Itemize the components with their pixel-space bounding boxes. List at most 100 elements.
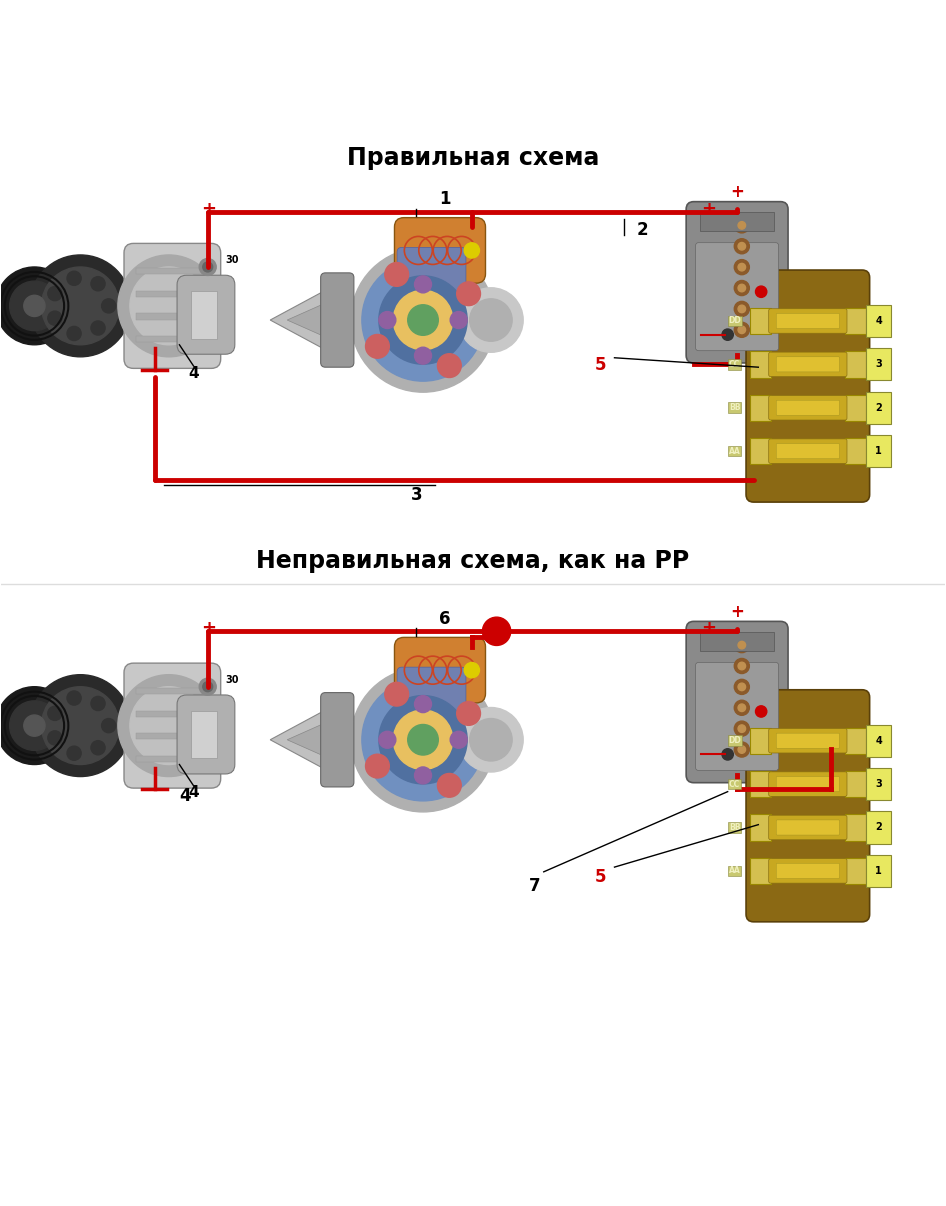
Circle shape <box>200 678 217 695</box>
FancyBboxPatch shape <box>769 439 847 463</box>
Text: +: + <box>201 620 217 638</box>
Polygon shape <box>271 710 325 769</box>
Circle shape <box>464 662 480 678</box>
FancyBboxPatch shape <box>700 212 774 230</box>
Text: 7: 7 <box>529 877 540 895</box>
Circle shape <box>202 681 213 692</box>
Circle shape <box>48 731 62 745</box>
FancyBboxPatch shape <box>866 305 891 336</box>
Circle shape <box>91 740 105 755</box>
Circle shape <box>734 742 749 757</box>
Circle shape <box>394 291 453 350</box>
Circle shape <box>9 281 60 330</box>
FancyBboxPatch shape <box>124 244 220 368</box>
Circle shape <box>738 263 745 271</box>
Circle shape <box>408 725 438 755</box>
Circle shape <box>738 242 745 250</box>
FancyBboxPatch shape <box>136 314 201 320</box>
FancyBboxPatch shape <box>397 247 466 299</box>
Circle shape <box>378 696 467 784</box>
Circle shape <box>67 271 81 286</box>
Circle shape <box>101 299 115 314</box>
Text: 1: 1 <box>439 191 450 209</box>
Polygon shape <box>288 722 325 756</box>
FancyBboxPatch shape <box>397 667 466 719</box>
Circle shape <box>130 267 208 345</box>
FancyBboxPatch shape <box>177 275 235 355</box>
FancyBboxPatch shape <box>866 349 891 380</box>
FancyBboxPatch shape <box>777 777 839 791</box>
Circle shape <box>722 749 733 760</box>
FancyBboxPatch shape <box>777 314 839 328</box>
FancyBboxPatch shape <box>136 756 201 762</box>
FancyBboxPatch shape <box>177 695 235 774</box>
Circle shape <box>351 248 495 392</box>
Circle shape <box>378 311 395 328</box>
Polygon shape <box>288 303 325 336</box>
FancyBboxPatch shape <box>777 820 839 835</box>
Text: 1: 1 <box>875 446 882 456</box>
FancyBboxPatch shape <box>686 621 788 783</box>
Text: 4: 4 <box>180 788 191 806</box>
FancyBboxPatch shape <box>769 815 847 839</box>
Text: +: + <box>730 183 745 201</box>
Circle shape <box>457 702 481 725</box>
Circle shape <box>118 674 219 777</box>
Circle shape <box>738 704 745 712</box>
FancyBboxPatch shape <box>136 733 201 739</box>
FancyBboxPatch shape <box>777 863 839 878</box>
Text: 4: 4 <box>875 316 882 326</box>
Circle shape <box>378 276 467 364</box>
Circle shape <box>394 710 453 769</box>
Circle shape <box>470 299 512 341</box>
Text: +: + <box>201 200 217 218</box>
Circle shape <box>734 281 749 295</box>
Circle shape <box>738 222 745 229</box>
Circle shape <box>408 305 438 335</box>
FancyBboxPatch shape <box>750 857 771 884</box>
Circle shape <box>42 686 119 765</box>
Circle shape <box>482 617 511 645</box>
Circle shape <box>450 731 467 748</box>
FancyBboxPatch shape <box>750 727 771 754</box>
Circle shape <box>738 725 745 732</box>
Circle shape <box>0 686 73 765</box>
FancyBboxPatch shape <box>769 309 847 333</box>
Circle shape <box>734 239 749 253</box>
FancyBboxPatch shape <box>136 336 201 343</box>
FancyBboxPatch shape <box>777 444 839 458</box>
Text: 2: 2 <box>637 222 649 240</box>
Circle shape <box>734 658 749 673</box>
FancyBboxPatch shape <box>746 270 869 502</box>
FancyBboxPatch shape <box>845 351 866 377</box>
Text: 5: 5 <box>595 867 606 885</box>
Circle shape <box>24 295 45 316</box>
Circle shape <box>202 262 213 271</box>
Circle shape <box>414 276 431 293</box>
FancyBboxPatch shape <box>845 308 866 334</box>
Circle shape <box>365 754 390 778</box>
Polygon shape <box>271 291 325 350</box>
FancyBboxPatch shape <box>845 814 866 841</box>
Circle shape <box>29 254 131 357</box>
Circle shape <box>48 707 62 720</box>
FancyBboxPatch shape <box>746 690 869 921</box>
FancyBboxPatch shape <box>394 638 485 703</box>
Text: 6: 6 <box>439 610 450 628</box>
Circle shape <box>734 302 749 316</box>
Text: BB: BB <box>729 822 741 832</box>
FancyBboxPatch shape <box>769 859 847 883</box>
Circle shape <box>734 638 749 652</box>
Text: AA: AA <box>728 866 741 876</box>
FancyBboxPatch shape <box>777 357 839 371</box>
Circle shape <box>118 254 219 357</box>
Circle shape <box>378 731 395 748</box>
FancyBboxPatch shape <box>750 308 771 334</box>
Circle shape <box>734 721 749 736</box>
FancyBboxPatch shape <box>845 438 866 464</box>
Circle shape <box>414 347 431 364</box>
FancyBboxPatch shape <box>866 768 891 800</box>
Circle shape <box>362 679 484 801</box>
Circle shape <box>734 322 749 338</box>
Text: AA: AA <box>728 446 741 456</box>
